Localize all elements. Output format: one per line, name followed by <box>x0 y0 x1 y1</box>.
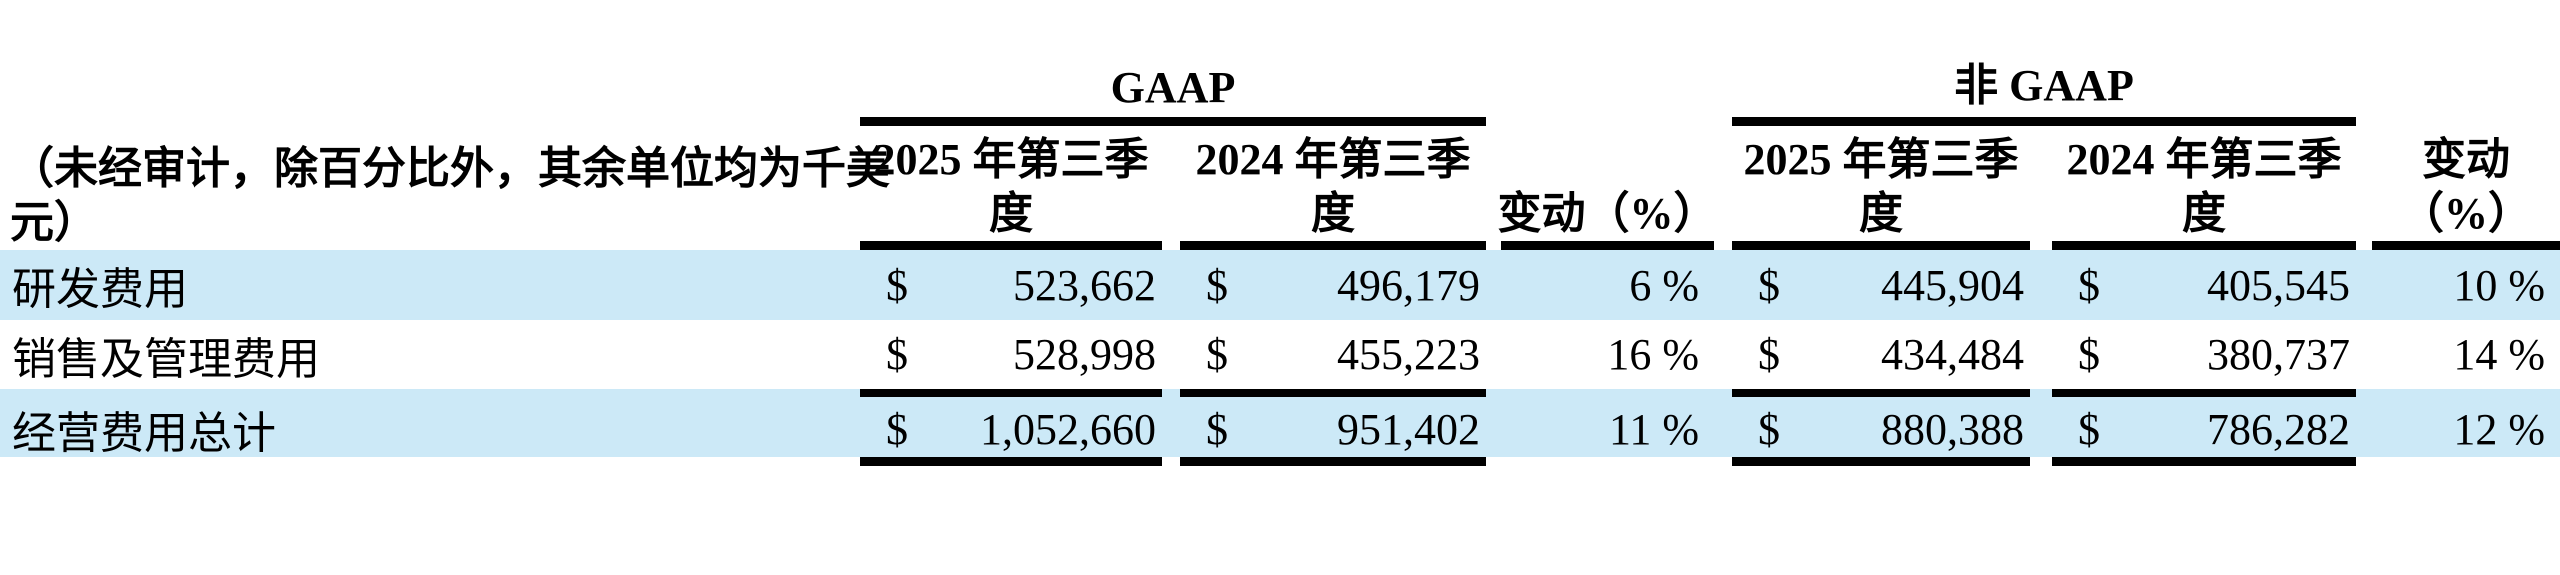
currency-symbol: $ <box>1206 404 1228 454</box>
gaap-change-cell: 11 % <box>1608 404 1699 454</box>
gaap-2025-value-cell: $ 528,998 <box>860 320 1162 389</box>
table-row-sga-expenses: 销售及管理费用 $ 528,998 $ 455,223 16 % $ 434,4… <box>0 320 2560 389</box>
rule-segment <box>1732 457 2030 466</box>
row-label: 研发费用 <box>12 265 188 314</box>
group-header-row: GAAP 非 GAAP <box>0 0 2560 126</box>
currency-symbol: $ <box>1206 330 1228 379</box>
gaap-change-cell: 6 % <box>1629 260 1699 310</box>
non-gaap-2025-value-cell: $ 445,904 <box>1732 250 2030 320</box>
amount: 380,737 <box>2207 330 2350 379</box>
gaap-2025-value-cell: $ 523,662 <box>860 250 1162 320</box>
unit-note: （未经审计，除百分比外，其余单位均为千美 元） <box>0 126 890 250</box>
column-header-line: 2024 年第三季 <box>1195 135 1471 184</box>
amount: 786,282 <box>2207 404 2350 454</box>
column-header-row: （未经审计，除百分比外，其余单位均为千美 元） 2025 年第三季 度 2024… <box>0 126 2560 250</box>
gaap-2024-value-cell: $ 496,179 <box>1180 250 1486 320</box>
amount: 496,179 <box>1337 260 1480 310</box>
currency-symbol: $ <box>1758 260 1780 310</box>
currency-symbol: $ <box>2078 330 2100 379</box>
amount: 455,223 <box>1337 330 1480 379</box>
non-gaap-2025-value-cell: $ 434,484 <box>1732 320 2030 389</box>
amount: 880,388 <box>1881 404 2024 454</box>
rule-segment <box>2052 457 2356 466</box>
total-rule-row <box>0 457 2560 466</box>
non-gaap-change-cell: 14 % <box>2453 330 2545 379</box>
group-header-gaap: GAAP <box>860 0 1486 126</box>
column-header-non-gaap-q3-2025: 2025 年第三季 度 <box>1732 126 2030 250</box>
currency-symbol: $ <box>886 404 908 454</box>
currency-symbol: $ <box>1206 260 1228 310</box>
column-header-line: 变动 <box>2422 135 2510 184</box>
rule-segment <box>2052 389 2356 397</box>
pre-total-rule-row <box>0 389 2560 397</box>
table-row-total-operating-expenses: 经营费用总计 $ 1,052,660 $ 951,402 11 % $ 880,… <box>0 397 2560 458</box>
rule-segment <box>860 389 1162 397</box>
amount: 405,545 <box>2207 260 2350 310</box>
non-gaap-2024-value-cell: $ 786,282 <box>2052 397 2356 461</box>
column-header-line: 2025 年第三季 <box>873 135 1149 184</box>
currency-symbol: $ <box>1758 404 1780 454</box>
rule-segment <box>1180 457 1486 466</box>
column-header-line: 2024 年第三季 <box>2066 135 2342 184</box>
amount: 445,904 <box>1881 260 2024 310</box>
currency-symbol: $ <box>2078 404 2100 454</box>
gaap-2025-value-cell: $ 1,052,660 <box>860 397 1162 461</box>
column-header-line: 度 <box>989 189 1033 238</box>
currency-symbol: $ <box>886 260 908 310</box>
non-gaap-2024-value-cell: $ 380,737 <box>2052 320 2356 389</box>
column-header-line: 2025 年第三季 <box>1743 135 2019 184</box>
table-row-rd-expenses: 研发费用 $ 523,662 $ 496,179 6 % $ 445,904 $… <box>0 250 2560 320</box>
rule-segment <box>1180 389 1486 397</box>
non-gaap-change-cell: 10 % <box>2453 260 2545 310</box>
unit-note-line-1: （未经审计，除百分比外，其余单位均为千美 <box>10 144 890 193</box>
column-header-gaap-q3-2025: 2025 年第三季 度 <box>860 126 1162 250</box>
column-header-non-gaap-change: 变动 （%） <box>2372 126 2560 250</box>
non-gaap-2024-value-cell: $ 405,545 <box>2052 250 2356 320</box>
amount: 951,402 <box>1337 404 1480 454</box>
group-header-non-gaap: 非 GAAP <box>1732 0 2356 126</box>
amount: 1,052,660 <box>980 404 1156 454</box>
amount: 434,484 <box>1881 330 2024 379</box>
column-header-line: 变动（%） <box>1497 189 1718 238</box>
non-gaap-2025-value-cell: $ 880,388 <box>1732 397 2030 461</box>
rule-segment <box>860 457 1162 466</box>
rule-segment <box>1732 389 2030 397</box>
row-label: 经营费用总计 <box>12 409 276 458</box>
row-label: 销售及管理费用 <box>12 334 320 384</box>
currency-symbol: $ <box>886 330 908 379</box>
non-gaap-change-cell: 12 % <box>2453 404 2545 454</box>
column-header-line: 度 <box>1311 189 1355 238</box>
gaap-2024-value-cell: $ 951,402 <box>1180 397 1486 461</box>
unit-note-line-2: 元） <box>10 198 98 247</box>
gaap-change-cell: 16 % <box>1607 330 1699 379</box>
column-header-line: 度 <box>2182 189 2226 238</box>
column-header-non-gaap-q3-2024: 2024 年第三季 度 <box>2052 126 2356 250</box>
column-header-line: （%） <box>2400 189 2532 238</box>
column-header-gaap-q3-2024: 2024 年第三季 度 <box>1180 126 1486 250</box>
amount: 528,998 <box>1013 330 1156 379</box>
column-header-gaap-change: 变动（%） <box>1498 126 1718 250</box>
currency-symbol: $ <box>2078 260 2100 310</box>
gaap-2024-value-cell: $ 455,223 <box>1180 320 1486 389</box>
column-header-line: 度 <box>1859 189 1903 238</box>
currency-symbol: $ <box>1758 330 1780 379</box>
amount: 523,662 <box>1013 260 1156 310</box>
